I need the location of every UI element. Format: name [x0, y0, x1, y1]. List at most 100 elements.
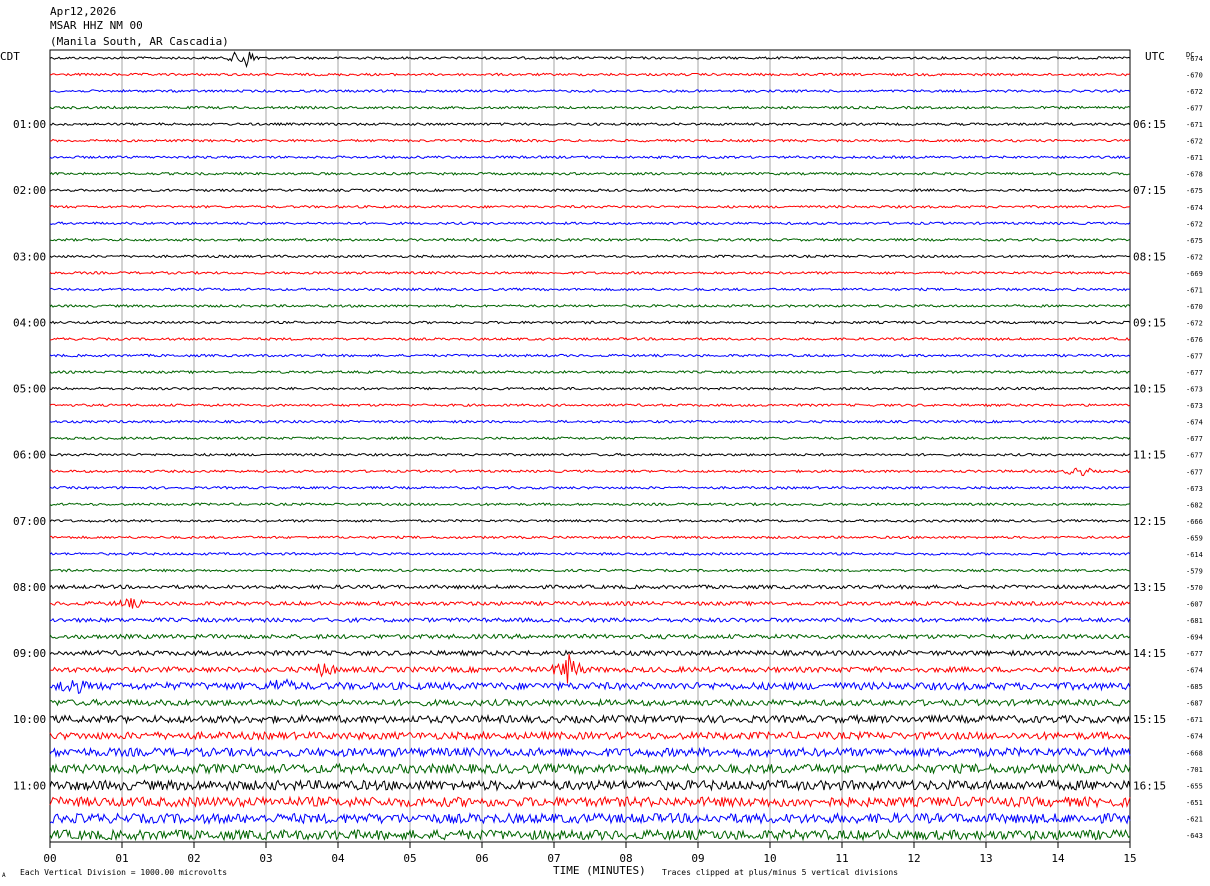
left-time-label: 02:00: [13, 184, 46, 197]
header-location: (Manila South, AR Cascadia): [50, 35, 229, 48]
x-tick-label: 14: [1051, 852, 1065, 865]
trace-line: [49, 649, 1131, 657]
trace-line: [49, 811, 1131, 825]
left-time-label: 09:00: [13, 647, 46, 660]
dc-offset-label: -678: [1186, 171, 1203, 179]
trace-line: [49, 403, 1131, 408]
trace-line: [49, 568, 1131, 573]
dc-offset-label: -579: [1186, 567, 1203, 575]
dc-offset-label: -669: [1186, 270, 1203, 278]
dc-offset-label: -672: [1186, 220, 1203, 228]
dc-offset-label: -677: [1186, 468, 1203, 476]
left-time-label: 06:00: [13, 449, 46, 462]
x-tick-label: 11: [835, 852, 848, 865]
left-time-labels: 01:00 02:00 03:00 04:00 05:00 06:00 07:00 08:00…: [13, 118, 46, 792]
right-time-label: 15:15: [1133, 713, 1166, 726]
left-zone-label: CDT: [0, 50, 20, 63]
right-time-label: 11:15: [1133, 449, 1166, 462]
trace-line: [49, 51, 1131, 69]
dc-offset-label: -675: [1186, 237, 1203, 245]
dc-offset-label: -621: [1186, 815, 1203, 823]
trace-line: [49, 287, 1131, 292]
right-time-label: 06:15: [1133, 118, 1166, 131]
dc-offset-label: -643: [1186, 832, 1203, 840]
dc-offset-label: -673: [1186, 402, 1203, 410]
dc-offset-label: -671: [1186, 286, 1203, 294]
dc-offset-label: -677: [1186, 452, 1203, 460]
dc-offset-label: -677: [1186, 105, 1203, 113]
dc-offset-label: -694: [1186, 634, 1203, 642]
dc-offset-label: -655: [1186, 782, 1203, 790]
dc-offset-label: -682: [1186, 501, 1203, 509]
trace-line: [49, 713, 1131, 725]
right-time-label: 09:15: [1133, 316, 1166, 329]
left-time-label: 03:00: [13, 250, 46, 263]
trace-line: [49, 436, 1131, 441]
trace-line: [49, 221, 1131, 226]
dc-offset-label: -614: [1186, 551, 1203, 559]
minute-gridlines: [121, 50, 1059, 842]
x-tick-label: 05: [403, 852, 416, 865]
dc-offset-label: -672: [1186, 253, 1203, 261]
trace-line: [49, 467, 1131, 477]
dc-offset-label: -672: [1186, 88, 1203, 96]
x-tick-label: 13: [979, 852, 992, 865]
dc-offset-label: -671: [1186, 716, 1203, 724]
x-tick-label: 04: [331, 852, 345, 865]
dc-offset-label: -675: [1186, 187, 1203, 195]
left-time-label: 08:00: [13, 581, 46, 594]
trace-line: [49, 320, 1131, 325]
seismic-traces: [49, 51, 1131, 842]
dc-offset-label: -677: [1186, 650, 1203, 658]
scale-note: Each Vertical Division = 1000.00 microvo…: [20, 868, 227, 877]
dc-offset-label: -666: [1186, 518, 1203, 526]
trace-line: [49, 237, 1131, 242]
dc-offset-label: -674: [1186, 667, 1203, 675]
corner-mark: A: [2, 872, 6, 879]
trace-line: [49, 730, 1131, 741]
trace-line: [49, 171, 1131, 176]
trace-line: [49, 155, 1131, 160]
trace-line: [49, 254, 1131, 259]
dc-header: DC: [1186, 51, 1194, 59]
trace-line: [49, 746, 1131, 759]
dc-offset-label: -677: [1186, 369, 1203, 377]
trace-line: [49, 828, 1131, 842]
trace-line: [49, 89, 1131, 93]
dc-offset-label: -651: [1186, 799, 1203, 807]
left-time-label: 10:00: [13, 713, 46, 726]
dc-offset-label: -674: [1186, 55, 1203, 63]
dc-offset-label: -674: [1186, 419, 1203, 427]
trace-line: [49, 778, 1131, 792]
trace-line: [49, 678, 1131, 694]
right-time-label: 12:15: [1133, 515, 1166, 528]
left-time-label: 05:00: [13, 383, 46, 396]
x-tick-label: 03: [259, 852, 272, 865]
dc-offset-label: -685: [1186, 683, 1203, 691]
x-tick-label: 07: [547, 852, 560, 865]
trace-line: [49, 122, 1131, 127]
trace-line: [49, 653, 1131, 684]
dc-offset-label: -671: [1186, 121, 1203, 129]
trace-line: [49, 535, 1131, 540]
trace-line: [49, 353, 1131, 358]
trace-line: [49, 551, 1131, 556]
dc-offset-label: -677: [1186, 353, 1203, 361]
dc-offset-label: -681: [1186, 617, 1203, 625]
dc-offset-label: -659: [1186, 534, 1203, 542]
dc-offset-label: -677: [1186, 435, 1203, 443]
dc-offset-label: -687: [1186, 700, 1203, 708]
left-time-label: 01:00: [13, 118, 46, 131]
x-axis-ticks: 00 01 02 03 04 05 06 07 08 09 10 11 12 13 14 15: [43, 842, 1137, 865]
right-time-label: 16:15: [1133, 779, 1166, 792]
trace-line: [49, 584, 1130, 590]
trace-line: [49, 697, 1131, 708]
trace-line: [49, 204, 1131, 209]
trace-line: [49, 502, 1131, 507]
right-time-label: 07:15: [1133, 184, 1166, 197]
dc-offset-label: -672: [1186, 138, 1203, 146]
trace-line: [49, 105, 1131, 110]
dc-offset-labels: -674 -670 -672 -677 -671 -672 -671 -678 -675 -674…: [1186, 55, 1203, 840]
x-tick-label: 02: [187, 852, 200, 865]
